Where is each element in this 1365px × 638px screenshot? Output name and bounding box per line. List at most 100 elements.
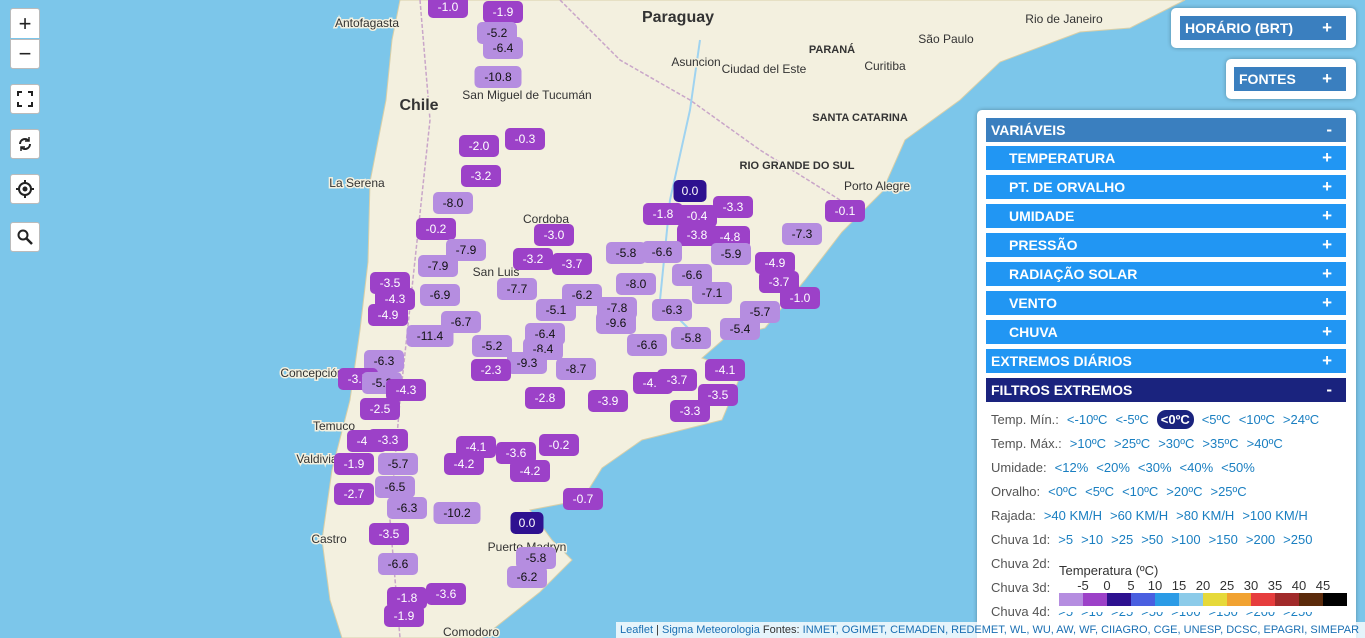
station-marker <box>539 434 579 456</box>
station-value: -3.3 <box>723 200 744 214</box>
filter-option[interactable]: >25ºC <box>1114 436 1151 451</box>
filter-option[interactable]: >40ºC <box>1246 436 1283 451</box>
filter-option[interactable]: <12% <box>1054 460 1089 475</box>
filter-option[interactable]: >25ºC <box>1210 484 1247 499</box>
map-label: Paraguay <box>642 9 714 26</box>
bar-toggle: + <box>1322 322 1332 341</box>
filter-option[interactable]: >10ºC <box>1069 436 1106 451</box>
filter-row: Temp. Máx.: >10ºC >25ºC >30ºC >35ºC >40ºC <box>991 436 1283 451</box>
station-marker <box>368 429 408 451</box>
panel-bar[interactable]: PRESSÃO + <box>986 233 1346 257</box>
station-marker <box>456 436 496 458</box>
legend-tick: 10 <box>1147 578 1163 593</box>
legend-tick: 0 <box>1103 578 1111 593</box>
bar-title: PRESSÃO <box>1009 237 1078 253</box>
station-marker <box>516 547 556 569</box>
filter-option[interactable]: >100 <box>1171 532 1201 547</box>
filter-option[interactable]: >35ºC <box>1202 436 1239 451</box>
filter-option[interactable]: >40 KM/H <box>1043 508 1102 523</box>
filter-label: Temp. Máx.: <box>991 436 1062 451</box>
filter-option[interactable]: >200 <box>1245 532 1276 547</box>
map-label: Chile <box>399 97 438 114</box>
bar-toggle: - <box>1326 380 1332 399</box>
panel-bar[interactable]: VENTO + <box>986 291 1346 315</box>
bar-title: EXTREMOS DIÁRIOS <box>991 353 1132 369</box>
panel-bar[interactable]: PT. DE ORVALHO + <box>986 175 1346 199</box>
filter-option[interactable]: >60 KM/H <box>1109 508 1169 523</box>
refresh-button[interactable] <box>10 129 40 159</box>
station-marker <box>459 135 499 157</box>
filter-option[interactable]: <0ºC <box>1156 410 1194 429</box>
filter-option[interactable]: <40% <box>1179 460 1214 475</box>
filter-option[interactable]: <5ºC <box>1201 412 1231 427</box>
icon <box>17 229 33 245</box>
station-marker <box>507 566 547 588</box>
station-value: -6.6 <box>682 268 703 282</box>
bar-toggle: + <box>1322 293 1332 312</box>
filter-option[interactable]: <-10ºC <box>1066 412 1108 427</box>
leaflet-link[interactable]: Leaflet <box>620 624 654 636</box>
filter-option[interactable]: <10ºC <box>1122 484 1159 499</box>
panel-bar[interactable]: UMIDADE + <box>986 204 1346 228</box>
horario-bar[interactable]: HORÁRIO (BRT) + <box>1180 16 1346 40</box>
filter-option[interactable]: >150 <box>1208 532 1238 547</box>
station-marker <box>672 264 712 286</box>
fullscreen-button[interactable] <box>10 84 40 114</box>
station-value: -1.9 <box>344 457 365 471</box>
locate-button[interactable] <box>10 174 40 204</box>
station-marker <box>369 523 409 545</box>
filter-option[interactable]: <-5ºC <box>1115 412 1149 427</box>
filter-option[interactable]: <20% <box>1096 460 1130 475</box>
station-value: -4.3 <box>396 383 417 397</box>
filter-option[interactable]: <30% <box>1137 460 1172 475</box>
map-label: Valdivia <box>296 452 337 466</box>
station-value: -1.0 <box>790 291 811 305</box>
station-marker <box>710 226 750 248</box>
panel-bar[interactable]: FILTROS EXTREMOS - <box>986 378 1346 402</box>
filter-option[interactable]: >10 <box>1081 532 1104 547</box>
filter-option[interactable]: >20ºC <box>1166 484 1203 499</box>
legend-tick: 45 <box>1315 578 1331 593</box>
station-value: -4.2 <box>454 457 475 471</box>
sigma-link[interactable]: Sigma Meteorologia <box>662 624 760 636</box>
panel-bar[interactable]: CHUVA + <box>986 320 1346 344</box>
legend-swatch <box>1155 593 1179 606</box>
station-marker <box>368 304 408 326</box>
fontes-bar[interactable]: FONTES + <box>1234 67 1346 91</box>
filter-option[interactable]: >100 KM/H <box>1242 508 1308 523</box>
search-button[interactable] <box>10 222 40 252</box>
filter-option[interactable]: >80 KM/H <box>1176 508 1235 523</box>
zoom-out[interactable]: − <box>10 39 40 69</box>
filter-option[interactable]: >250 <box>1283 532 1313 547</box>
legend-swatch <box>1179 593 1203 606</box>
station-value: -5.2 <box>482 339 503 353</box>
station-marker <box>428 0 468 18</box>
panel-bar[interactable]: EXTREMOS DIÁRIOS + <box>986 349 1346 373</box>
panel-bar[interactable]: TEMPERATURA + <box>986 146 1346 170</box>
filter-option[interactable]: <50% <box>1221 460 1255 475</box>
bar-title: VENTO <box>1009 295 1057 311</box>
filter-option[interactable]: >30ºC <box>1158 436 1195 451</box>
filter-option[interactable]: <5ºC <box>1085 484 1115 499</box>
filter-option[interactable]: <0ºC <box>1048 484 1078 499</box>
map-label: Cordoba <box>523 212 569 226</box>
horario-box: HORÁRIO (BRT) + <box>1171 8 1356 48</box>
bar-title: RADIAÇÃO SOLAR <box>1009 266 1138 282</box>
station-value: -6.3 <box>374 354 395 368</box>
station-marker <box>670 400 710 422</box>
station-marker <box>677 224 717 246</box>
filter-option[interactable]: >25 <box>1111 532 1134 547</box>
filter-option[interactable]: >50 <box>1141 532 1164 547</box>
filter-option[interactable]: >5 <box>1058 532 1074 547</box>
station-value: -6.6 <box>388 557 409 571</box>
legend-tick: 15 <box>1171 578 1187 593</box>
station-marker <box>433 192 473 214</box>
station-marker <box>496 442 536 464</box>
panel-bar[interactable]: RADIAÇÃO SOLAR + <box>986 262 1346 286</box>
filter-option[interactable]: <10ºC <box>1238 412 1275 427</box>
variaveis-bar[interactable]: VARIÁVEIS - <box>986 118 1346 142</box>
station-marker <box>483 1 523 23</box>
station-value: -0.7 <box>573 492 594 506</box>
zoom-in[interactable]: + <box>10 8 40 38</box>
filter-option[interactable]: >24ºC <box>1282 412 1320 427</box>
